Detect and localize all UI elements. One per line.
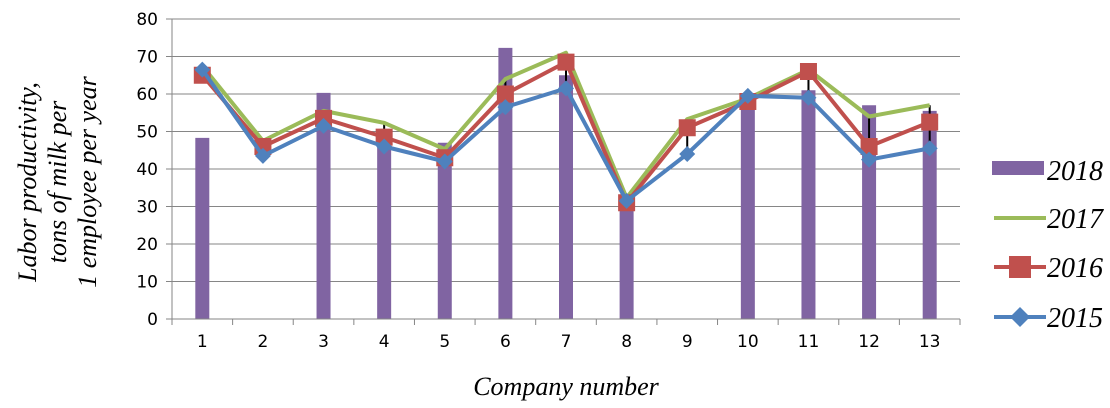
legend: 2018 2017 2016 2015 [992,156,1104,334]
x-tick-label-3: 3 [318,332,329,352]
x-tick-label-13: 13 [919,332,941,352]
bar-2018-5 [437,142,452,319]
marker-2015-10 [739,87,756,104]
legend-item-2017: 2017 [994,204,1104,235]
x-tick-label-4: 4 [379,332,390,352]
y-tick-label-0: 0 [147,310,158,330]
y-tick-label-30: 30 [136,198,158,218]
marker-2016-13 [921,113,939,131]
marker-2016-12 [860,138,878,155]
marker-2015-8 [618,192,635,209]
legend-item-2016: 2016 [994,253,1103,284]
marker-2016-4 [375,128,393,146]
legend-marker-2016 [1009,256,1031,278]
legend-swatch-2018 [992,161,1044,175]
x-tick-labels: 1 2 3 4 5 6 7 8 9 10 11 12 13 [197,332,941,352]
legend-label-2016: 2016 [1047,253,1103,284]
marker-2015-13 [921,140,938,157]
x-tick-label-10: 10 [737,332,759,352]
bar-2018-8 [619,206,634,319]
marker-2015-9 [679,146,696,162]
line-series [193,50,939,212]
marker-2015-1 [194,61,211,78]
y-axis-title-line-3: 1 employee per year [73,75,102,287]
marker-2015-4 [376,138,393,155]
marker-2015-6 [497,99,514,116]
y-tick-label-60: 60 [136,85,158,105]
y-tick-label-20: 20 [136,235,158,255]
bar-2018-6 [498,47,513,319]
x-tick-label-12: 12 [858,332,880,352]
axes [166,18,961,325]
marker-2015-5 [436,153,453,170]
bar-2018-3 [316,92,331,319]
x-tick-label-7: 7 [561,332,572,352]
y-axis-title-line-1: Labor productivity, [13,82,42,283]
marker-2015-2 [254,147,271,164]
x-tick-label-1: 1 [197,332,208,352]
bar-2018-1 [195,137,210,319]
x-tick-label-8: 8 [621,332,632,352]
legend-marker-2015 [1010,307,1030,327]
marker-2015-7 [558,80,574,97]
x-tick-label-2: 2 [258,332,269,352]
y-tick-label-40: 40 [136,160,158,180]
marker-2016-6 [496,85,514,103]
marker-2016-9 [678,119,696,137]
x-tick-label-9: 9 [682,332,693,352]
bar-2018-10 [740,94,755,319]
marker-2015-11 [800,89,817,106]
y-tick-label-50: 50 [136,123,158,143]
legend-item-2018: 2018 [992,156,1103,187]
x-tick-label-11: 11 [798,332,820,352]
y-axis-title: Labor productivity, tons of milk per 1 e… [13,75,102,287]
bar-2018-11 [801,90,816,319]
legend-label-2017: 2017 [1047,204,1104,235]
legend-item-2015: 2015 [994,303,1103,334]
y-axis-title-line-2: tons of milk per [43,100,72,263]
legend-label-2015: 2015 [1047,303,1103,334]
bar-2018-4 [377,131,392,319]
y-tick-labels: 0 10 20 30 40 50 60 70 80 [136,10,158,330]
x-tick-label-6: 6 [500,332,511,352]
marker-2016-7 [557,53,575,71]
marker-2015-12 [861,151,878,168]
y-tick-label-80: 80 [136,10,158,30]
bar-series-2018 [195,47,937,319]
y-tick-label-10: 10 [136,273,158,293]
marker-2015-3 [315,117,332,134]
y-tick-label-70: 70 [136,48,158,68]
x-axis-title: Company number [473,372,659,401]
bar-2018-7 [559,75,573,319]
marker-2016-11 [799,63,817,80]
legend-label-2018: 2018 [1047,156,1103,187]
x-tick-label-5: 5 [439,332,450,352]
bar-2018-13 [922,110,937,319]
